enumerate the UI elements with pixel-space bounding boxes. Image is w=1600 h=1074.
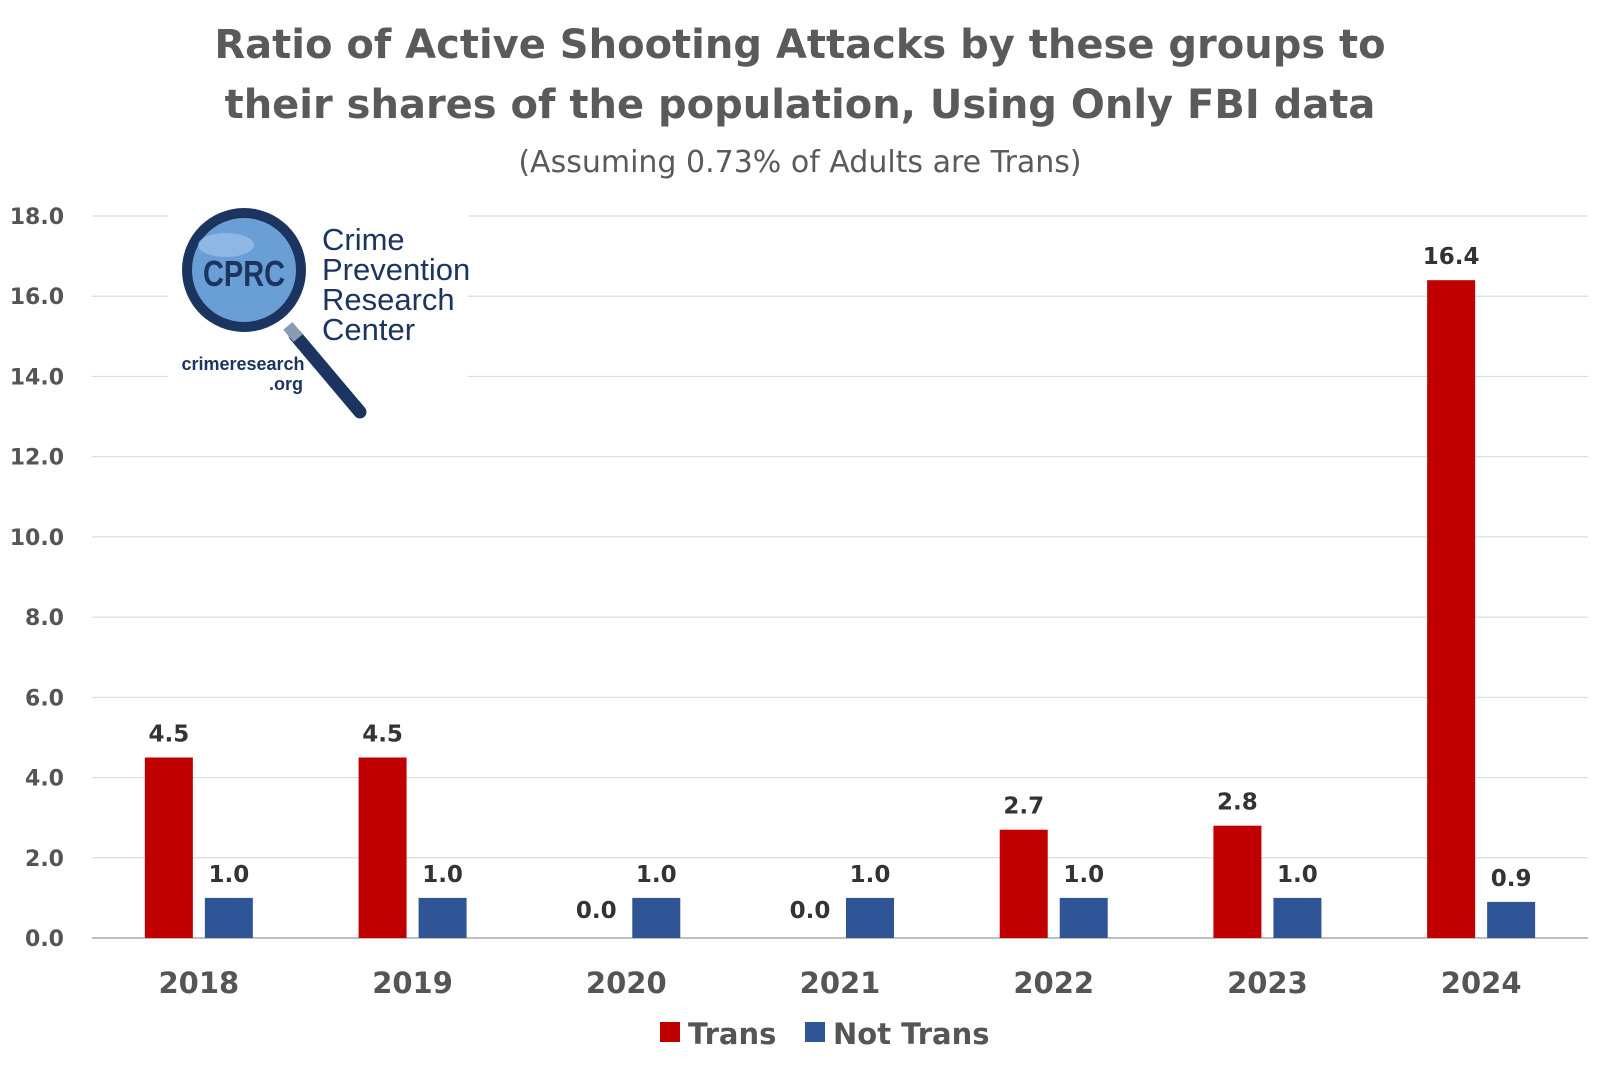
bar-not-trans-2020	[632, 897, 681, 938]
y-tick-label: 2.0	[25, 847, 64, 872]
logo-monogram: CPRC	[203, 253, 285, 294]
logo-name-line-2: Prevention	[322, 252, 470, 287]
gridlines	[92, 215, 1588, 939]
x-category-label: 2023	[1227, 966, 1308, 1000]
bar-trans-2022	[999, 829, 1048, 938]
bar-trans-2018	[144, 757, 193, 938]
x-category-label: 2019	[372, 966, 453, 1000]
y-tick-label: 14.0	[10, 365, 64, 390]
y-axis-ticks: 0.0 2.0 4.0 6.0 8.0 10.0 12.0 14.0 16.0 18.0	[10, 205, 64, 952]
bar-not-trans-2021	[846, 897, 894, 938]
logo-url-line-2: .org	[269, 374, 303, 394]
legend-label-trans: Trans	[688, 1017, 776, 1051]
logo-name-line-3: Research	[322, 282, 455, 317]
y-tick-label: 8.0	[25, 606, 64, 631]
data-label-not-trans-2018: 1.0	[208, 862, 249, 888]
data-label-not-trans-2023: 1.0	[1277, 862, 1318, 888]
bar-not-trans-2024	[1487, 901, 1536, 938]
data-label-trans-2019: 4.5	[362, 722, 403, 748]
y-tick-label: 4.0	[25, 767, 64, 792]
bar-trans-2024	[1427, 280, 1476, 939]
bar-not-trans-2019	[418, 897, 467, 938]
data-label-not-trans-2021: 1.0	[850, 862, 891, 888]
legend-label-not-trans: Not Trans	[833, 1017, 990, 1051]
data-label-not-trans-2022: 1.0	[1063, 862, 1104, 888]
data-label-trans-2024: 16.4	[1423, 244, 1480, 270]
y-tick-label: 6.0	[25, 686, 64, 711]
data-label-not-trans-2019: 1.0	[422, 862, 463, 888]
bars	[144, 280, 1536, 939]
y-tick-label: 10.0	[10, 526, 64, 551]
magnifying-glass-icon	[182, 208, 367, 419]
x-category-label: 2024	[1441, 966, 1522, 1000]
data-label-not-trans-2024: 0.9	[1491, 866, 1532, 892]
logo-name-line-1: Crime	[322, 222, 405, 257]
chart-titles: Ratio of Active Shooting Attacks by thes…	[214, 22, 1385, 180]
logo-url-line-1: crimeresearch	[181, 354, 304, 374]
chart-title-line-2: their shares of the population, Using On…	[225, 82, 1376, 128]
bar-not-trans-2023	[1273, 897, 1322, 938]
chart-subtitle: (Assuming 0.73% of Adults are Trans)	[518, 145, 1081, 180]
cprc-logo: CPRC Crime Prevention Research Center cr…	[168, 198, 470, 420]
data-labels: 4.5 1.0 4.5 1.0 0.0 1.0 0.0 1.0 2.7 1.0 2.8 1.0 16.4…	[148, 244, 1531, 924]
x-category-label: 2021	[800, 966, 881, 1000]
legend-swatch-not-trans	[805, 1022, 825, 1042]
logo-name-line-4: Center	[322, 312, 415, 347]
data-label-trans-2021: 0.0	[790, 898, 831, 924]
data-label-trans-2020: 0.0	[576, 898, 617, 924]
legend: Trans Not Trans	[660, 1017, 990, 1051]
y-tick-label: 18.0	[10, 205, 64, 230]
x-axis-categories: 2018 2019 2020 2021 2022 2023 2024	[158, 966, 1521, 1000]
y-tick-label: 16.0	[10, 285, 64, 310]
data-label-not-trans-2020: 1.0	[636, 862, 677, 888]
legend-swatch-trans	[660, 1022, 680, 1042]
bar-not-trans-2022	[1059, 897, 1108, 938]
y-tick-label: 0.0	[25, 927, 64, 952]
bar-trans-2019	[358, 757, 407, 938]
bar-trans-2023	[1213, 825, 1262, 938]
x-category-label: 2022	[1013, 966, 1094, 1000]
data-label-trans-2023: 2.8	[1217, 790, 1258, 816]
data-label-trans-2022: 2.7	[1003, 794, 1044, 820]
x-category-label: 2020	[586, 966, 667, 1000]
chart-title-line-1: Ratio of Active Shooting Attacks by thes…	[214, 22, 1385, 68]
data-label-trans-2018: 4.5	[148, 722, 189, 748]
x-category-label: 2018	[158, 966, 239, 1000]
bar-not-trans-2018	[204, 897, 253, 938]
y-tick-label: 12.0	[10, 446, 64, 471]
